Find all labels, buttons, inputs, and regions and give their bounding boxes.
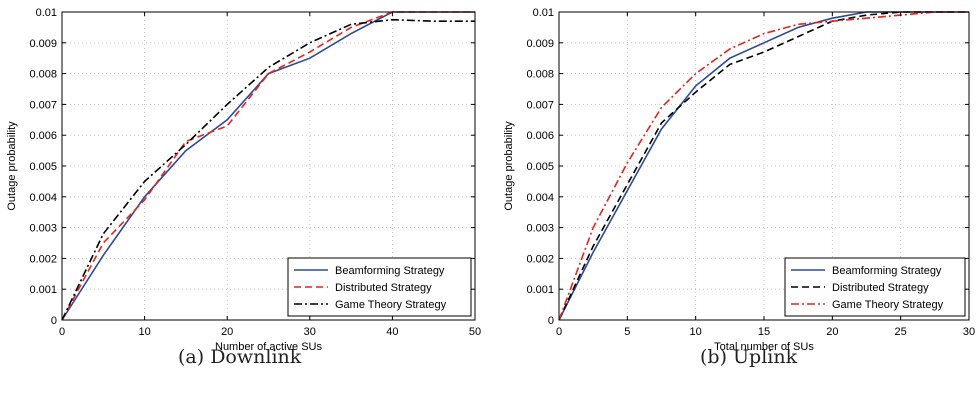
y-tick-label: 0.007 [526,99,554,111]
x-tick-label: 5 [624,326,630,338]
series-line-2 [61,11,475,321]
y-tick-label: 0.001 [526,284,554,296]
chart-downlink: 0 10 20 30 40 50 0 0.001 0.002 0.003 0.004 0.005 0.0… [6,7,481,353]
x-tick-label: 25 [895,326,907,338]
legend: Beamforming Strategy Distributed Strategy… [287,257,472,317]
y-tick-label: 0.008 [526,69,554,81]
x-tick-label: 40 [386,326,398,338]
legend-label-1: Beamforming Strategy [335,265,445,277]
chart-uplink: 0 5 10 15 20 25 30 0 0.001 0.002 0.003 0.004 0.005 0.… [503,7,975,353]
caption-uplink: (b) Uplink [700,346,798,368]
x-tick-label: 0 [556,326,562,338]
y-tick-label: 0.006 [526,130,554,142]
legend-label-2: Distributed Strategy [335,282,432,294]
x-tick-label: 20 [826,326,838,338]
y-tick-label: 0.005 [29,161,57,173]
x-tick-label: 20 [221,326,233,338]
caption-downlink: (a) Downlink [178,346,302,368]
legend-label-3: Game Theory Strategy [335,299,447,311]
y-tick-label: 0.004 [29,192,57,204]
y-tick-label: 0.009 [29,38,57,50]
legend-label-1: Beamforming Strategy [832,265,942,277]
y-tick-label: 0.004 [526,192,554,204]
x-tick-label: 15 [758,326,770,338]
x-axis-label: Total number of SUs [714,341,814,353]
y-tick-label: 0.008 [29,69,57,81]
y-tick-label: 0.007 [29,99,57,111]
x-tick-label: 0 [59,326,65,338]
x-tick-label: 10 [138,326,150,338]
y-tick-label: 0.006 [29,130,57,142]
y-tick-label: 0.01 [533,7,554,19]
legend-label-2: Distributed Strategy [832,282,929,294]
x-axis-label: Number of active SUs [215,341,322,353]
x-tick-label: 10 [690,326,702,338]
y-tick-label: 0.01 [36,7,57,19]
y-tick-label: 0.002 [526,253,554,265]
y-tick-label: 0.002 [29,253,57,265]
y-tick-label: 0.009 [526,38,554,50]
y-tick-label: 0.003 [29,223,57,235]
y-tick-label: 0.003 [526,223,554,235]
y-tick-label: 0.005 [526,161,554,173]
y-tick-label: 0 [548,315,554,327]
x-tick-label: 30 [963,326,975,338]
legend-label-3: Game Theory Strategy [832,299,944,311]
y-axis-label: Outage probability [503,121,515,211]
legend: Beamforming Strategy Distributed Strategy… [784,257,966,317]
y-tick-label: 0.001 [29,284,57,296]
y-axis-label: Outage probability [6,121,18,211]
x-tick-label: 30 [304,326,316,338]
y-tick-label: 0 [51,315,57,327]
series-line-3 [61,18,475,321]
x-tick-label: 50 [469,326,481,338]
